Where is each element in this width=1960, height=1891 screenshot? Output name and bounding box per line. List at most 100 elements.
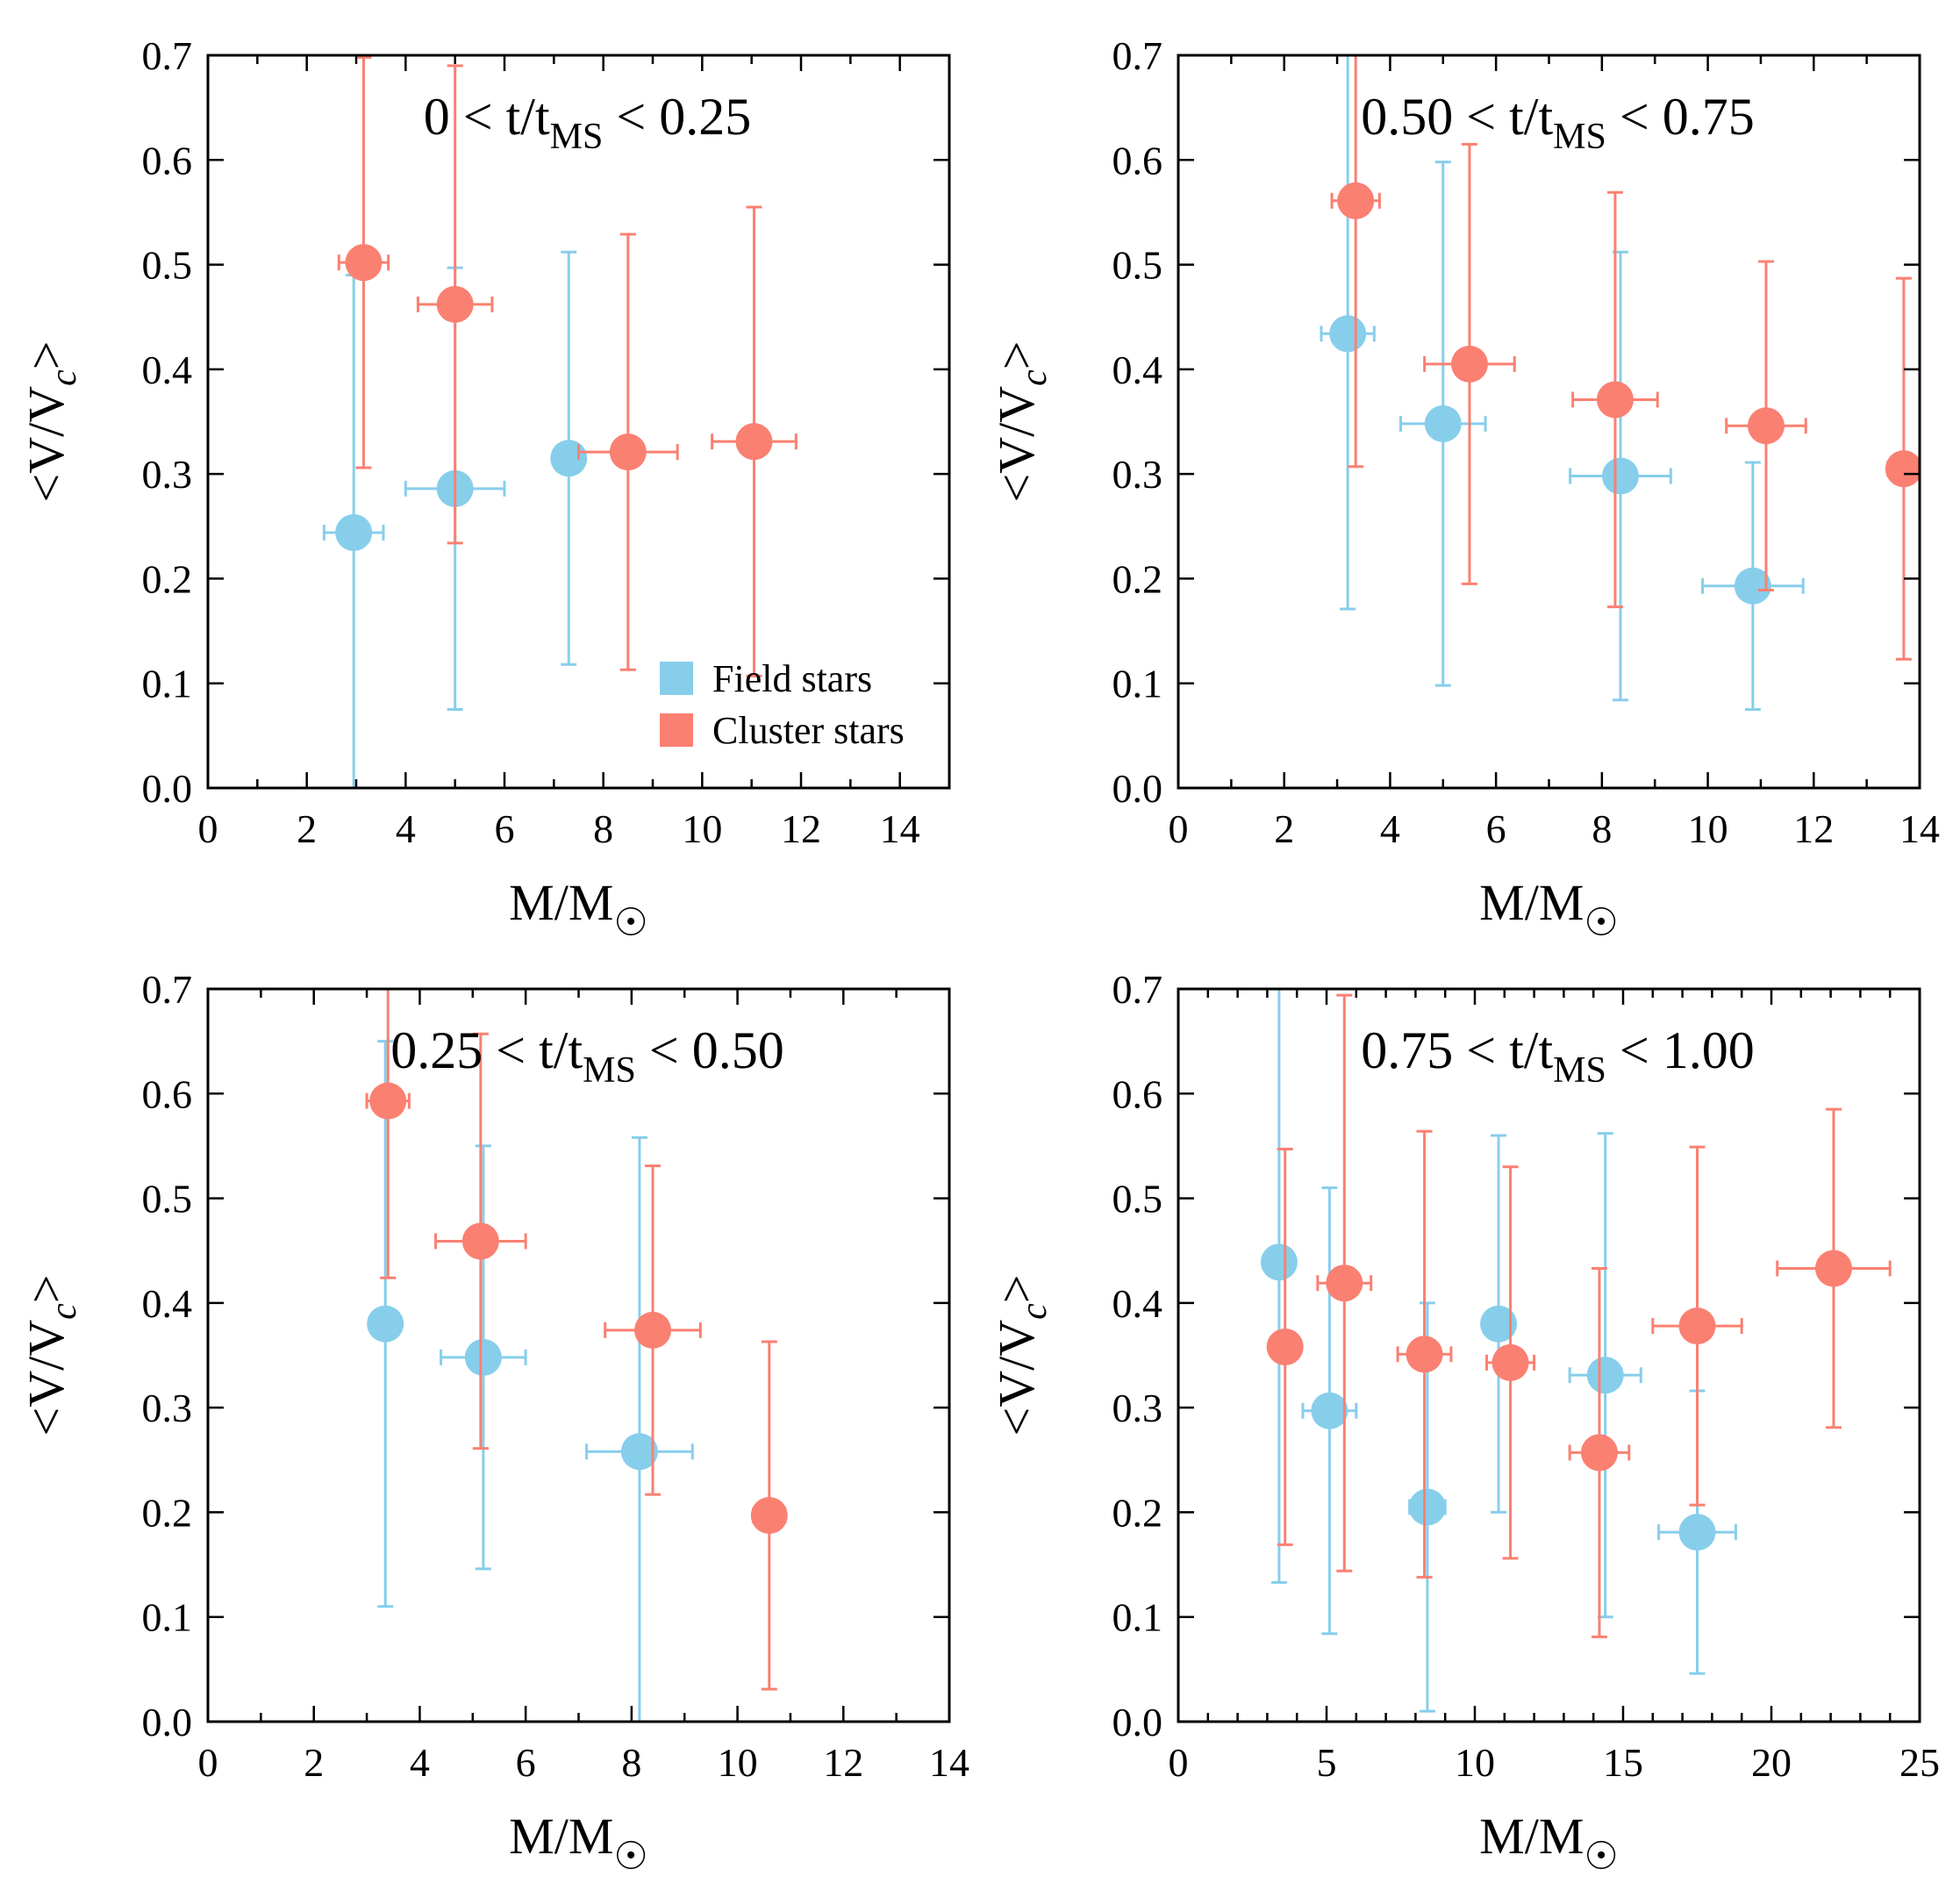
field-point-3 — [550, 250, 588, 666]
plot-frame — [206, 54, 951, 790]
panel-title-sub: MS — [1553, 117, 1606, 157]
cluster-point-7 — [1776, 1107, 1892, 1429]
x-tick-label: 14 — [880, 806, 920, 851]
x-axis: 0 2 4 6 8 10 12 14 — [1169, 55, 1940, 851]
legend-swatch-cluster — [660, 713, 693, 747]
cluster-marker — [1406, 1336, 1443, 1373]
y-tick-label: 0.6 — [142, 1071, 193, 1116]
x-tick-label: 14 — [929, 1740, 969, 1785]
x-axis-label-main: M/M — [509, 874, 613, 931]
x-tick-label: 2 — [304, 1740, 324, 1785]
x-tick-label: 6 — [1486, 806, 1506, 851]
x-axis: 0 2 4 6 8 10 12 14 — [198, 989, 969, 1785]
x-tick-label: 10 — [682, 806, 722, 851]
x-tick-label: 0 — [1169, 806, 1189, 851]
x-tick-label: 8 — [1592, 806, 1612, 851]
y-tick-label: 0.2 — [142, 556, 193, 601]
cluster-point-2 — [1423, 142, 1516, 585]
x-tick-label: 25 — [1899, 1740, 1940, 1785]
y-tick-label: 0.3 — [142, 452, 193, 497]
y-axis-label: <V/Vc> — [18, 1275, 84, 1436]
field-point-4 — [1480, 1134, 1518, 1514]
field-point-4 — [1701, 461, 1805, 712]
cluster-point-3 — [604, 1164, 702, 1496]
y-axis-label-sub: c — [1014, 369, 1055, 386]
field-marker — [550, 440, 588, 477]
x-tick-label: 12 — [823, 1740, 863, 1785]
x-axis-label-sun-symbol: ☉ — [613, 1835, 647, 1878]
x-tick-label: 8 — [593, 806, 613, 851]
y-tick-label: 0.0 — [1112, 766, 1163, 811]
field-marker — [1311, 1392, 1348, 1429]
y-tick-label: 0.1 — [142, 662, 193, 706]
y-tick-label: 0.5 — [142, 243, 193, 288]
y-tick-label: 0.7 — [142, 967, 193, 1012]
panel-title: 0.75 < t/tMS < 1.00 — [1361, 1021, 1754, 1091]
legend-swatch-field — [660, 662, 693, 695]
y-tick-label: 0.1 — [142, 1595, 193, 1640]
y-tick-label: 0.5 — [1112, 243, 1163, 288]
x-axis-label-sun-symbol: ☉ — [613, 901, 647, 944]
cluster-point-4 — [1485, 1165, 1536, 1560]
y-axis-label-sub: c — [44, 369, 84, 386]
field-marker — [1424, 405, 1462, 442]
y-tick-label: 0.6 — [142, 138, 193, 183]
x-axis-label-sun-symbol: ☉ — [1584, 901, 1618, 944]
panel-title: 0.25 < t/tMS < 0.50 — [390, 1021, 783, 1091]
x-tick-label: 4 — [410, 1740, 430, 1785]
legend: Field stars Cluster stars — [660, 657, 905, 752]
x-tick-label: 0 — [198, 1740, 218, 1785]
field-point-1 — [1260, 989, 1298, 1584]
series-field — [1320, 55, 1805, 712]
cluster-marker — [345, 244, 383, 282]
y-tick-label: 0.0 — [142, 766, 193, 811]
x-axis-label: M/M☉ — [1479, 874, 1619, 944]
x-tick-label: 0 — [1169, 1740, 1189, 1785]
panel-title-pre: 0.25 < t/t — [390, 1021, 583, 1079]
panel-title-post: < 1.00 — [1606, 1021, 1755, 1079]
y-tick-label: 0.0 — [142, 1700, 193, 1744]
y-axis: 0.0 0.1 0.2 0.3 0.4 0.5 0.6 0.7 — [1112, 33, 1920, 811]
y-tick-label: 0.3 — [1112, 452, 1163, 497]
cluster-marker — [735, 423, 773, 461]
y-tick-label: 0.3 — [1112, 1386, 1163, 1430]
y-axis-label: <V/Vc> — [988, 341, 1055, 503]
field-marker — [620, 1433, 658, 1471]
cluster-marker — [1266, 1328, 1304, 1365]
plot-frame — [1177, 54, 1921, 790]
panel-title: 0.50 < t/tMS < 0.75 — [1361, 88, 1754, 157]
x-tick-label: 4 — [396, 806, 416, 851]
x-tick-label: 15 — [1603, 1740, 1643, 1785]
y-axis: 0.0 0.1 0.2 0.3 0.4 0.5 0.6 0.7 — [1112, 967, 1920, 1744]
data-layer — [1260, 989, 1892, 1713]
cluster-point-1 — [1330, 55, 1381, 469]
cluster-marker — [1678, 1307, 1716, 1345]
y-tick-label: 0.7 — [1112, 967, 1163, 1012]
cluster-marker — [1885, 450, 1920, 488]
panel-title: 0 < t/tMS < 0.25 — [424, 88, 751, 157]
cluster-marker — [461, 1222, 499, 1260]
y-axis-label-main: <V/V — [988, 386, 1045, 503]
plot-frame — [206, 987, 951, 1723]
x-tick-label: 20 — [1751, 1740, 1792, 1785]
panel-1: 0 2 4 6 8 10 12 14 0.0 0.1 0.2 0.3 0.4 0.5 0.6 0.7 M/M☉ <… — [18, 33, 951, 944]
cluster-point-4 — [1725, 260, 1807, 592]
x-tick-label: 10 — [718, 1740, 758, 1785]
y-tick-label: 0.1 — [1112, 662, 1163, 706]
y-axis-label-sub: c — [44, 1303, 84, 1320]
y-tick-label: 0.7 — [142, 33, 193, 78]
y-axis: 0.0 0.1 0.2 0.3 0.4 0.5 0.6 0.7 — [142, 33, 949, 811]
x-tick-label: 4 — [1380, 806, 1400, 851]
field-marker — [1329, 315, 1367, 353]
series-cluster — [337, 55, 798, 677]
data-layer — [365, 989, 788, 1722]
y-tick-label: 0.2 — [1112, 556, 1163, 601]
x-axis-label: M/M☉ — [509, 1808, 648, 1878]
cluster-point-5 — [1885, 276, 1920, 661]
x-tick-label: 5 — [1317, 1740, 1337, 1785]
cluster-point-1 — [365, 989, 411, 1279]
y-tick-label: 0.6 — [1112, 138, 1163, 183]
y-axis-label-close: > — [18, 341, 75, 370]
cluster-point-1 — [337, 55, 390, 469]
